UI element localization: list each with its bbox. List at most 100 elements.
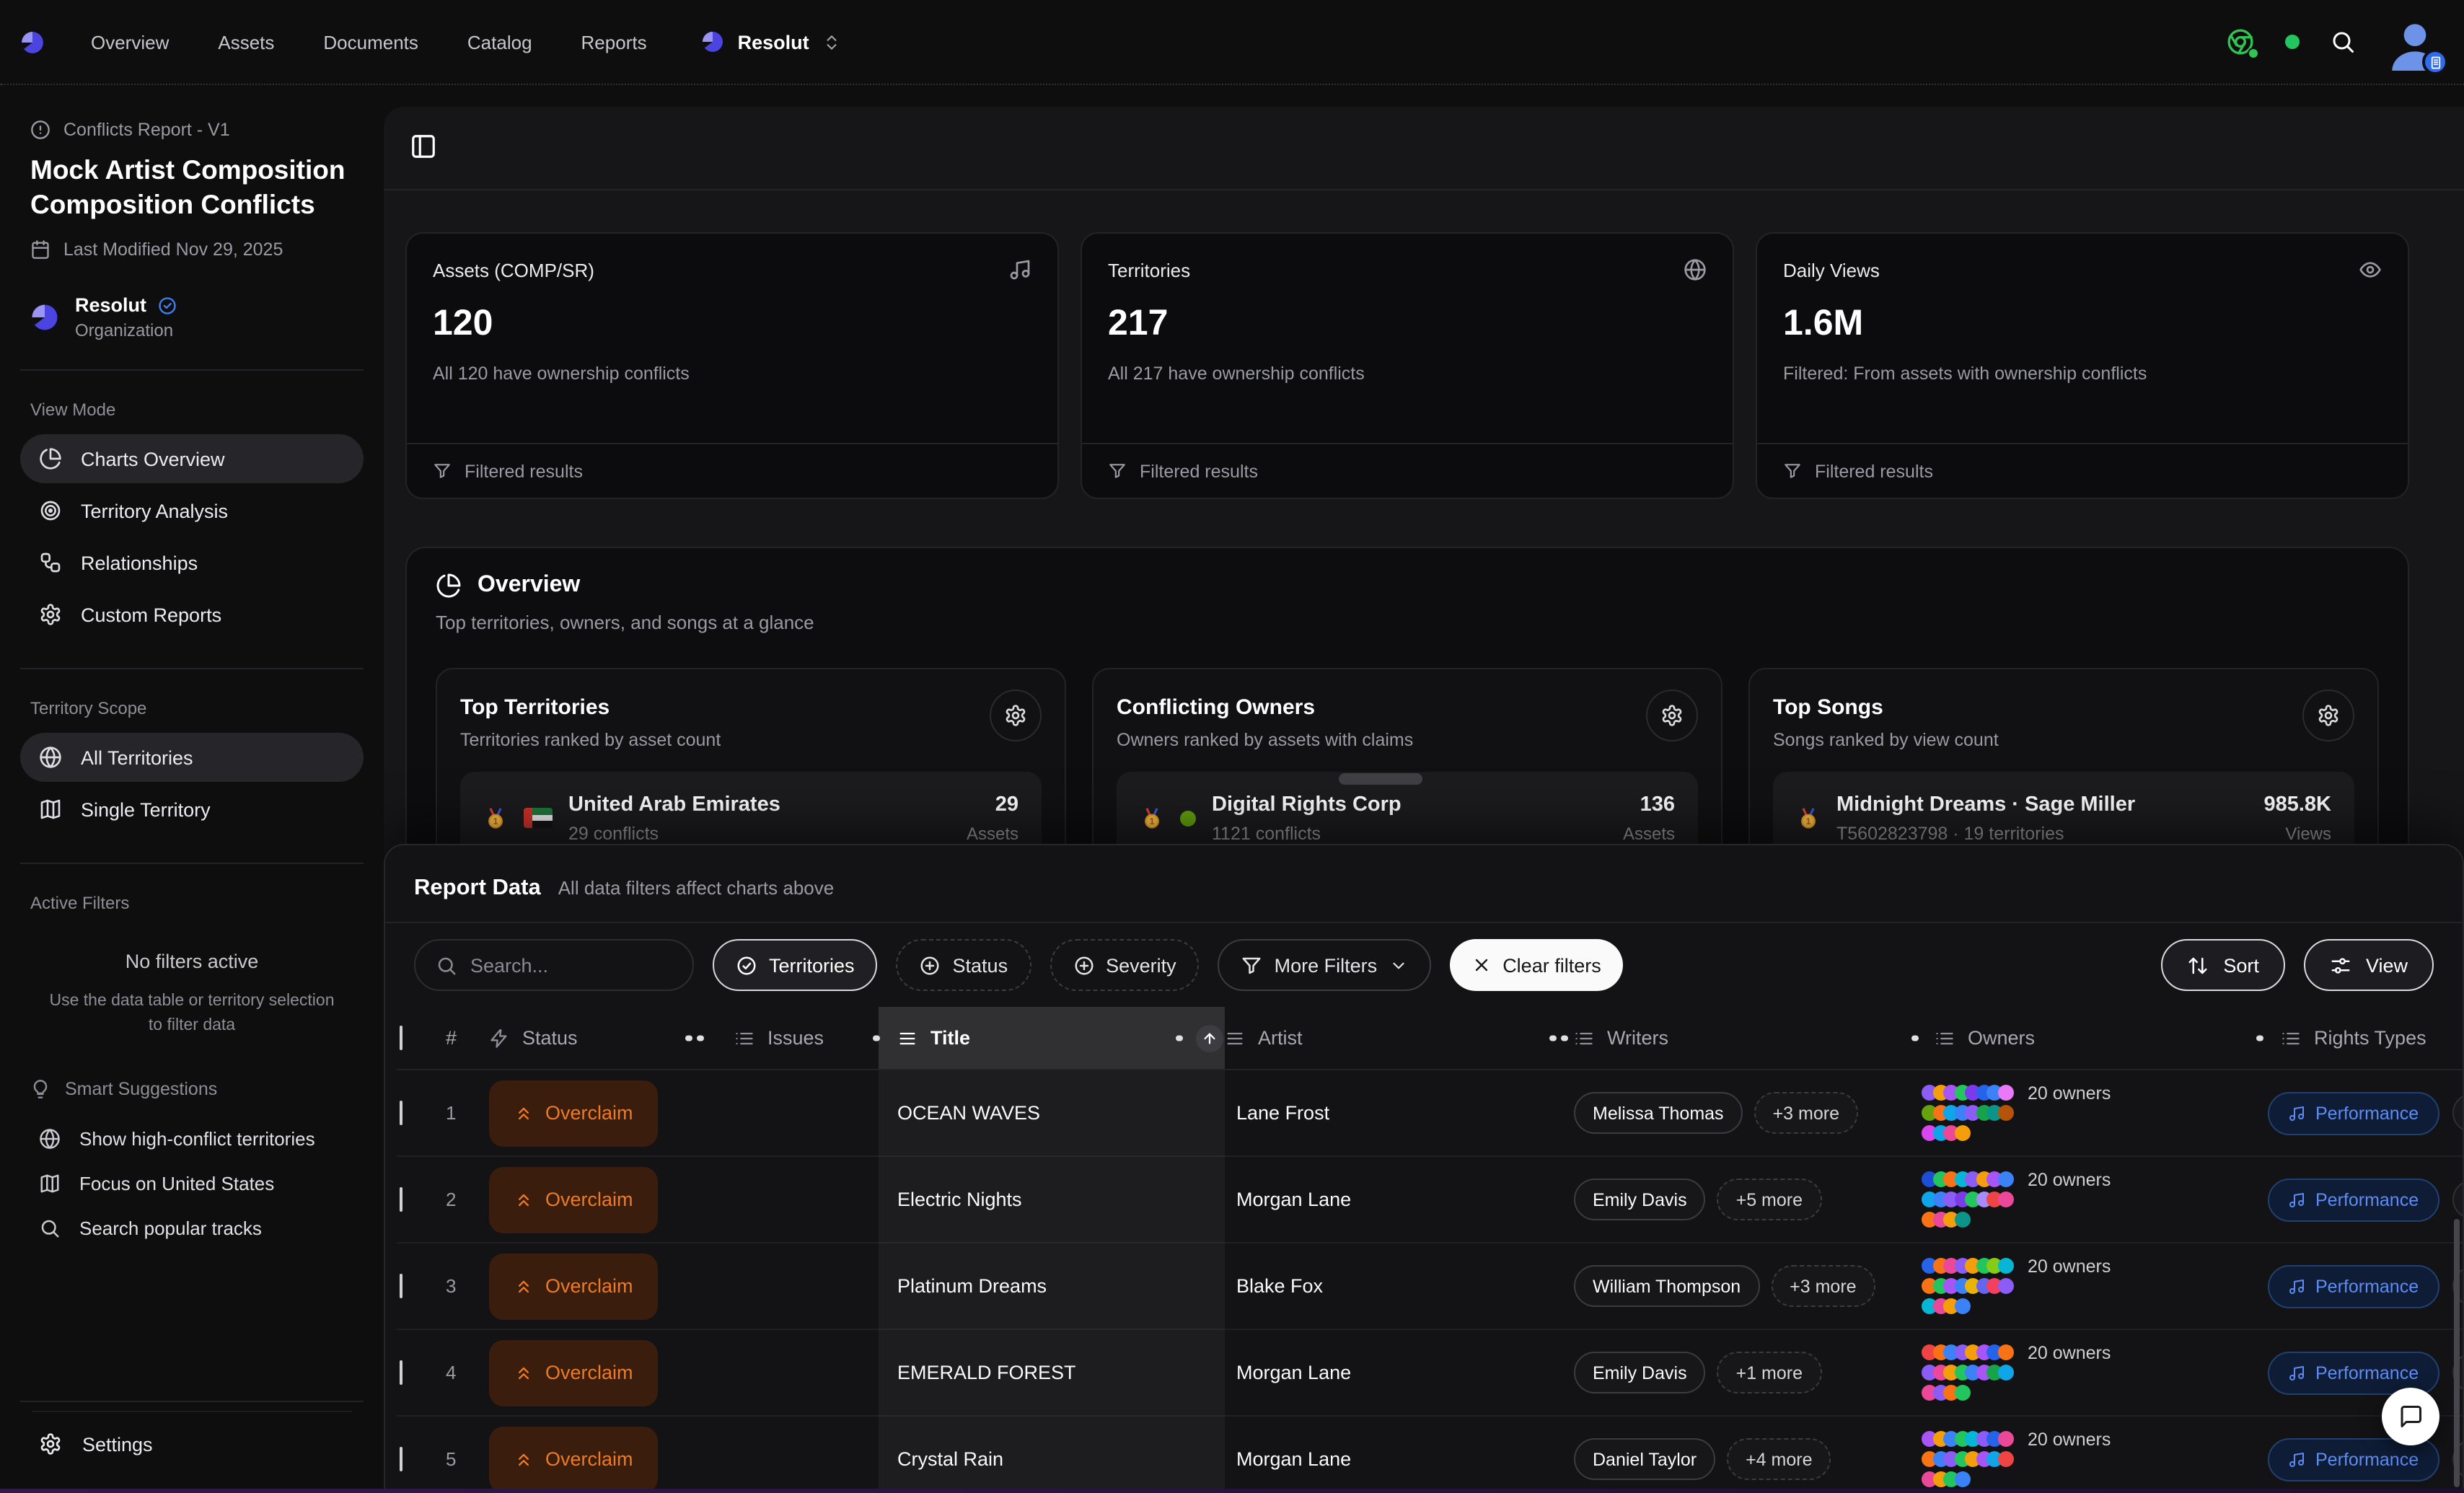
overflow-chip[interactable] [2452, 1093, 2463, 1132]
status-badge-overclaim[interactable]: Overclaim [489, 1080, 658, 1146]
column-header-artist[interactable]: Artist [1225, 1027, 1539, 1049]
column-resize-handle[interactable] [1176, 1034, 1182, 1041]
column-header-rights-types[interactable]: Rights Types [2246, 1027, 2463, 1049]
nav-link-overview[interactable]: Overview [91, 31, 170, 53]
stat-footer[interactable]: Filtered results [1757, 443, 2408, 498]
column-header-status[interactable]: Status [489, 1027, 734, 1049]
artist-cell[interactable]: Morgan Lane [1236, 1362, 1352, 1383]
owners-cell[interactable]: 20 owners [1900, 1431, 2246, 1487]
column-header-issues[interactable]: Issues [734, 1027, 879, 1049]
row-checkbox[interactable] [400, 1187, 402, 1212]
table-row[interactable]: 3 Overclaim Platinum Dreams Blake Fox Wi… [397, 1243, 2463, 1330]
sidebar-item-all-territories[interactable]: All Territories [20, 733, 364, 783]
chat-button[interactable] [2382, 1388, 2439, 1445]
rights-badge-performance[interactable]: Performance [2268, 1351, 2439, 1394]
row-checkbox[interactable] [400, 1447, 402, 1471]
row-checkbox[interactable] [400, 1360, 402, 1385]
column-header-owners[interactable]: Owners [1900, 1027, 2246, 1049]
column-resize-handle[interactable] [685, 1034, 703, 1041]
column-resize-handle[interactable] [1911, 1034, 1918, 1041]
column-header-writers[interactable]: Writers [1539, 1027, 1900, 1049]
column-header-title[interactable]: Title [879, 1007, 1225, 1069]
sort-ascending-indicator[interactable] [1196, 1024, 1223, 1052]
writer-pill[interactable]: Emily Davis [1574, 1352, 1706, 1393]
owners-cell[interactable]: 20 owners [1900, 1344, 2246, 1401]
filter-territories-button[interactable]: Territories [713, 939, 878, 991]
writer-more-pill[interactable]: +3 more [1771, 1265, 1875, 1307]
more-filters-button[interactable]: More Filters [1218, 939, 1431, 991]
user-avatar[interactable] [2386, 13, 2448, 75]
title-cell[interactable]: Platinum Dreams [897, 1275, 1047, 1297]
overview-scrollbar-thumb[interactable] [1339, 773, 1422, 785]
page-scrollbar-thumb[interactable] [2454, 1219, 2460, 1487]
row-checkbox[interactable] [400, 1274, 402, 1298]
card-settings-button[interactable] [1646, 690, 1698, 741]
column-resize-handle[interactable] [873, 1034, 879, 1041]
nav-link-reports[interactable]: Reports [581, 31, 647, 53]
stat-footer[interactable]: Filtered results [407, 443, 1057, 498]
writer-pill[interactable]: Emily Davis [1574, 1179, 1706, 1220]
filter-status-button[interactable]: Status [896, 939, 1031, 991]
sidebar-item-relationships[interactable]: Relationships [20, 539, 364, 588]
writer-pill[interactable]: Melissa Thomas [1574, 1092, 1743, 1134]
sidebar-item-territory-analysis[interactable]: Territory Analysis [20, 487, 364, 536]
writer-pill[interactable]: Daniel Taylor [1574, 1438, 1716, 1480]
rights-badge-performance[interactable]: Performance [2268, 1178, 2439, 1221]
view-button[interactable]: View [2303, 939, 2434, 991]
select-all-checkbox[interactable] [400, 1026, 402, 1050]
column-resize-handle[interactable] [2256, 1034, 2263, 1041]
overflow-chip[interactable] [2452, 1180, 2463, 1219]
nav-link-assets[interactable]: Assets [218, 31, 275, 53]
filter-severity-button[interactable]: Severity [1050, 939, 1200, 991]
status-badge-overclaim[interactable]: Overclaim [489, 1426, 658, 1492]
row-checkbox[interactable] [400, 1101, 402, 1125]
owners-cell[interactable]: 20 owners [1900, 1171, 2246, 1228]
title-cell[interactable]: Electric Nights [897, 1189, 1022, 1210]
suggestion-search-popular-tracks[interactable]: Search popular tracks [20, 1205, 364, 1250]
sidebar-item-charts-overview[interactable]: Charts Overview [20, 434, 364, 484]
table-row[interactable]: 2 Overclaim Electric Nights Morgan Lane … [397, 1157, 2463, 1243]
nav-link-documents[interactable]: Documents [323, 31, 418, 53]
sidebar-item-single-territory[interactable]: Single Territory [20, 785, 364, 834]
search-input[interactable] [470, 954, 643, 976]
browser-extension-icon[interactable] [2226, 27, 2259, 59]
suggestion-high-conflict-territories[interactable]: Show high-conflict territories [20, 1116, 364, 1161]
rights-badge-performance[interactable]: Performance [2268, 1264, 2439, 1308]
table-row[interactable]: 4 Overclaim EMERALD FOREST Morgan Lane E… [397, 1330, 2463, 1417]
column-header-number[interactable]: # [446, 1027, 457, 1049]
stat-footer[interactable]: Filtered results [1082, 443, 1733, 498]
title-cell[interactable]: EMERALD FOREST [897, 1362, 1076, 1383]
org-block[interactable]: Resolut Organization [20, 295, 364, 341]
settings-button[interactable]: Settings [20, 1432, 364, 1455]
writer-more-pill[interactable]: +3 more [1754, 1092, 1858, 1134]
status-badge-overclaim[interactable]: Overclaim [489, 1339, 658, 1406]
artist-cell[interactable]: Morgan Lane [1236, 1189, 1352, 1210]
writer-more-pill[interactable]: +1 more [1717, 1352, 1822, 1393]
search-icon[interactable] [2330, 29, 2356, 55]
status-badge-overclaim[interactable]: Overclaim [489, 1166, 658, 1233]
status-badge-overclaim[interactable]: Overclaim [489, 1253, 658, 1319]
sidebar-toggle-button[interactable] [402, 125, 443, 166]
suggestion-focus-united-states[interactable]: Focus on United States [20, 1161, 364, 1205]
owners-cell[interactable]: 20 owners [1900, 1085, 2246, 1141]
workspace-selector[interactable]: Resolut [702, 30, 841, 53]
card-settings-button[interactable] [2302, 690, 2354, 741]
app-logo-icon[interactable] [20, 30, 45, 54]
sidebar-item-custom-reports[interactable]: Custom Reports [20, 591, 364, 640]
title-cell[interactable]: Crystal Rain [897, 1448, 1004, 1470]
writer-more-pill[interactable]: +5 more [1717, 1179, 1822, 1220]
sort-button[interactable]: Sort [2161, 939, 2285, 991]
rights-badge-performance[interactable]: Performance [2268, 1091, 2439, 1135]
table-row[interactable]: 5 Overclaim Crystal Rain Morgan Lane Dan… [397, 1417, 2463, 1493]
artist-cell[interactable]: Blake Fox [1236, 1275, 1324, 1297]
artist-cell[interactable]: Morgan Lane [1236, 1448, 1352, 1470]
writer-more-pill[interactable]: +4 more [1727, 1438, 1831, 1480]
writer-pill[interactable]: William Thompson [1574, 1265, 1760, 1307]
card-settings-button[interactable] [990, 690, 1042, 741]
nav-link-catalog[interactable]: Catalog [467, 31, 532, 53]
owners-cell[interactable]: 20 owners [1900, 1258, 2246, 1314]
title-cell[interactable]: OCEAN WAVES [897, 1102, 1041, 1124]
artist-cell[interactable]: Lane Frost [1236, 1102, 1330, 1124]
column-resize-handle[interactable] [1549, 1034, 1567, 1041]
clear-filters-button[interactable]: Clear filters [1449, 939, 1623, 991]
